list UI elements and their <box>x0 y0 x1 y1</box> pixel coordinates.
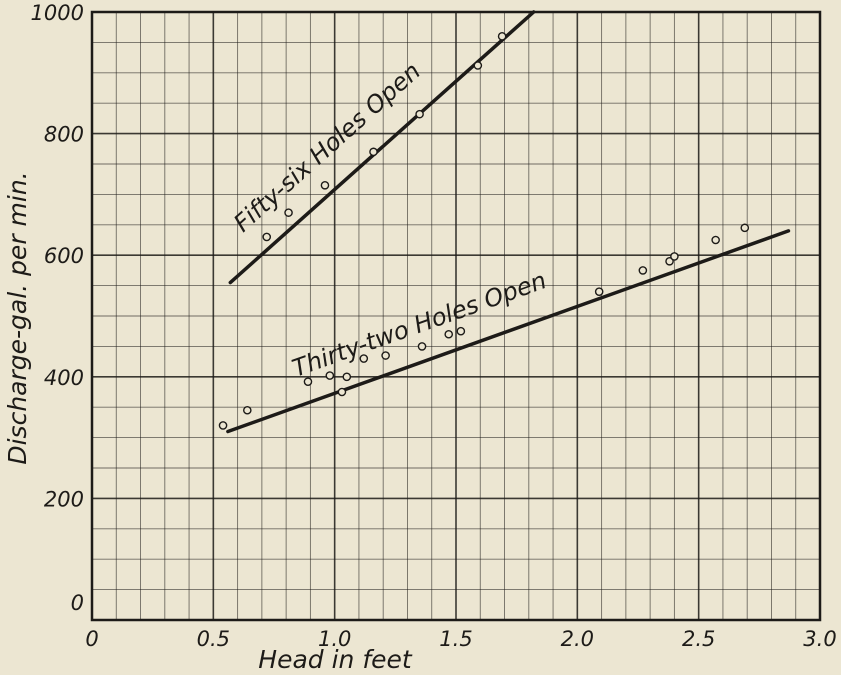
data-points <box>218 32 750 430</box>
data-point <box>262 232 272 242</box>
data-point <box>740 223 750 233</box>
data-point <box>381 351 390 360</box>
data-point <box>497 32 507 41</box>
y-tick-label: 0 <box>71 591 84 615</box>
data-point <box>325 371 335 380</box>
data-point <box>638 266 648 275</box>
y-tick-label: 600 <box>44 244 84 268</box>
x-tick-label: 0 <box>85 627 98 651</box>
data-point <box>359 354 369 363</box>
y-tick-label: 400 <box>44 366 84 390</box>
data-point <box>417 342 427 351</box>
data-point <box>415 109 424 119</box>
data-point <box>665 256 674 266</box>
data-point <box>243 405 252 415</box>
x-axis-title: Head in feet <box>258 645 413 674</box>
fit-line-series-0 <box>228 10 536 285</box>
data-point <box>473 61 483 70</box>
x-tick-label: 2.5 <box>682 627 715 651</box>
data-point <box>320 180 330 190</box>
tick-labels: 0 0.5 1.0 1.5 2.0 2.5 3.0 0 200 400 600 800 1000 <box>31 1 837 651</box>
series-label-thirty-two-holes: Thirty-two Holes Open <box>289 266 550 383</box>
data-point <box>369 147 378 157</box>
grid <box>92 12 820 620</box>
data-point <box>670 252 679 261</box>
data-point <box>337 387 347 397</box>
data-point <box>218 421 228 430</box>
x-tick-label: 2.0 <box>561 627 594 651</box>
y-axis-title: Discharge-gal. per min. <box>3 171 32 464</box>
y-tick-label: 1000 <box>31 1 84 25</box>
data-point <box>303 377 313 386</box>
data-point <box>444 329 454 339</box>
x-tick-label: 0.5 <box>197 627 230 651</box>
fit-lines <box>226 10 791 434</box>
fit-line-series-1 <box>226 229 791 434</box>
data-point <box>594 287 604 296</box>
data-point <box>711 235 720 245</box>
series-label-fifty-six-holes: Fifty-six Holes Open <box>228 57 426 237</box>
x-tick-label: 1.5 <box>439 627 472 651</box>
y-tick-label: 800 <box>44 123 84 147</box>
data-point <box>456 326 466 336</box>
data-point <box>342 372 352 382</box>
y-tick-label: 200 <box>44 487 84 511</box>
x-tick-label: 1.0 <box>318 627 351 651</box>
data-point <box>284 208 293 217</box>
x-tick-label: 3.0 <box>803 627 836 651</box>
plot-frame <box>90 10 822 622</box>
